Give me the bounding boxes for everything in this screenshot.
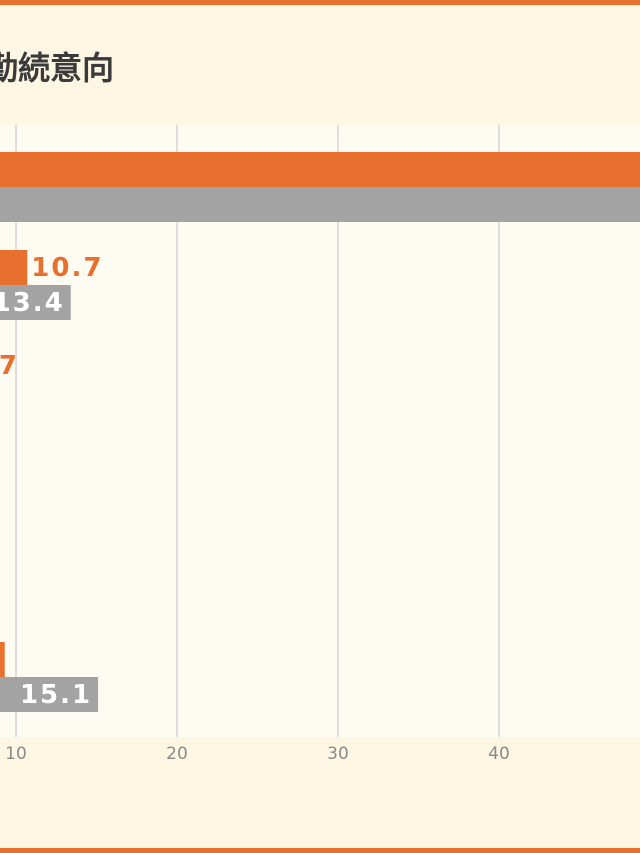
plot-area (0, 125, 640, 737)
x-tick-label: 40 (488, 744, 510, 764)
bottom-border (0, 848, 640, 853)
top-border (0, 0, 640, 5)
x-tick-label: 10 (5, 744, 27, 764)
value-label: 15.1 (20, 680, 92, 710)
x-tick-label: 20 (166, 744, 188, 764)
bar (0, 677, 99, 712)
bar (0, 187, 640, 222)
x-tick-label: 30 (327, 744, 349, 764)
value-label: 6.7 (0, 351, 19, 381)
value-label: 13.4 (0, 288, 65, 318)
bar (0, 642, 5, 677)
bar (0, 152, 640, 187)
bar (0, 285, 71, 320)
value-label: 10.7 (31, 253, 103, 283)
bar (0, 250, 28, 285)
bars: 10.7 6.7 13.4 15.1 (0, 152, 640, 712)
grid: 10 20 30 40 (5, 125, 510, 764)
chart-title: 勤続意向 (0, 49, 114, 87)
